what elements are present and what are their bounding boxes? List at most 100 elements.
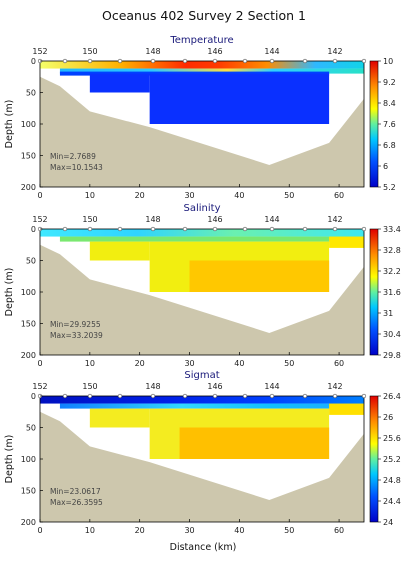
x-tick-label: 50 xyxy=(284,526,294,535)
cold-water xyxy=(89,73,150,93)
subsurface-layer xyxy=(59,68,364,74)
x-tick-label: 0 xyxy=(37,191,42,200)
colorbar-tick-label: 31.6 xyxy=(383,288,401,297)
colorbar-tick-label: 31 xyxy=(383,309,393,318)
station-marker xyxy=(361,393,367,399)
station-marker xyxy=(302,226,308,232)
y-axis-label: Depth (m) xyxy=(4,268,15,317)
y-tick-label: 200 xyxy=(21,518,36,527)
y-tick-label: 200 xyxy=(21,351,36,360)
y-tick-label: 0 xyxy=(31,225,36,234)
colorbar-tick-label: 25.6 xyxy=(383,434,401,443)
x-tick-label: 0 xyxy=(37,526,42,535)
station-marker xyxy=(212,393,218,399)
colorbar-tick-label: 10 xyxy=(383,57,393,66)
colorbar-tick-label: 26.4 xyxy=(383,392,401,401)
x-tick-label: 10 xyxy=(85,526,95,535)
dense-water xyxy=(89,408,150,428)
colorbar-scale xyxy=(369,60,379,188)
station-marker xyxy=(269,393,275,399)
colorbar-tick-label: 6.8 xyxy=(383,141,396,150)
y-tick-label: 150 xyxy=(21,487,36,496)
station-marker xyxy=(62,393,68,399)
station-marker xyxy=(361,226,367,232)
colorbar-tick-label: 5.2 xyxy=(383,183,396,192)
x-tick-label: 40 xyxy=(234,359,244,368)
colorbar-tick-label: 33.4 xyxy=(383,225,401,234)
seafloor xyxy=(40,76,364,187)
x-axis-label: Distance (km) xyxy=(170,542,237,553)
colorbar-tick-label: 7.6 xyxy=(383,120,396,129)
colorbar-tick-label: 32.8 xyxy=(383,246,401,255)
colorbar-tick-label: 9.2 xyxy=(383,78,396,87)
station-tick-label: 142 xyxy=(327,47,342,56)
data-field xyxy=(40,396,364,459)
y-tick-label: 50 xyxy=(26,89,36,98)
station-marker xyxy=(182,393,188,399)
surface-layer xyxy=(40,61,364,69)
station-tick-label: 152 xyxy=(32,382,47,391)
station-marker xyxy=(117,226,123,232)
stat-max: Max=26.3595 xyxy=(50,498,103,507)
x-tick-label: 30 xyxy=(184,191,194,200)
y-tick-label: 200 xyxy=(21,183,36,192)
panel-salinity: Min=29.9255 Max=33.2039 Salinity 152 150 148 1… xyxy=(4,203,401,368)
y-tick-label: 50 xyxy=(26,424,36,433)
station-marker xyxy=(242,226,248,232)
x-tick-label: 20 xyxy=(135,191,145,200)
station-marker xyxy=(332,226,338,232)
x-tick-label: 60 xyxy=(334,526,344,535)
station-tick-label: 150 xyxy=(82,382,97,391)
station-tick-label: 146 xyxy=(207,382,222,391)
y-tick-label: 100 xyxy=(21,120,36,129)
stat-max: Max=10.1543 xyxy=(50,163,103,172)
surface-layer xyxy=(40,229,364,237)
x-tick-label: 10 xyxy=(85,191,95,200)
cold-water xyxy=(149,73,330,124)
station-marker xyxy=(150,226,156,232)
station-marker xyxy=(117,58,123,64)
station-marker xyxy=(87,58,93,64)
station-marker xyxy=(332,393,338,399)
x-tick-label: 60 xyxy=(334,359,344,368)
x-tick-label: 30 xyxy=(184,526,194,535)
station-marker xyxy=(361,58,367,64)
y-tick-label: 150 xyxy=(21,152,36,161)
colorbar-scale xyxy=(369,228,379,356)
station-marker xyxy=(182,226,188,232)
panel-title: Salinity xyxy=(184,203,221,214)
colorbar: 33.4 32.8 32.2 31.6 31 30.4 29.8 xyxy=(369,225,401,360)
x-tick-label: 20 xyxy=(135,359,145,368)
stat-min: Min=2.7689 xyxy=(50,152,96,161)
surface-layer xyxy=(40,396,364,404)
colorbar-tick-label: 6 xyxy=(383,162,388,171)
x-tick-label: 10 xyxy=(85,359,95,368)
colorbar-tick-label: 30.4 xyxy=(383,330,401,339)
station-marker xyxy=(212,58,218,64)
station-marker xyxy=(182,58,188,64)
panel-title: Sigmat xyxy=(184,370,219,381)
x-tick-label: 50 xyxy=(284,359,294,368)
station-marker xyxy=(332,58,338,64)
station-marker xyxy=(150,393,156,399)
subsurface-layer xyxy=(59,236,364,242)
dense-water-east xyxy=(329,403,364,415)
y-tick-label: 0 xyxy=(31,392,36,401)
station-tick-label: 142 xyxy=(327,382,342,391)
station-marker xyxy=(269,226,275,232)
y-axis-label: Depth (m) xyxy=(4,435,15,484)
station-tick-label: 150 xyxy=(82,47,97,56)
colorbar-tick-label: 26 xyxy=(383,413,393,422)
station-tick-label: 144 xyxy=(264,215,279,224)
station-marker xyxy=(62,58,68,64)
figure-title: Oceanus 402 Survey 2 Section 1 xyxy=(102,8,306,23)
seafloor xyxy=(40,244,364,355)
subsurface-layer xyxy=(59,403,364,409)
station-tick-label: 148 xyxy=(145,382,160,391)
y-tick-label: 100 xyxy=(21,455,36,464)
stat-max: Max=33.2039 xyxy=(50,331,103,340)
y-tick-label: 0 xyxy=(31,57,36,66)
colorbar-tick-label: 25.2 xyxy=(383,455,401,464)
station-tick-label: 150 xyxy=(82,215,97,224)
